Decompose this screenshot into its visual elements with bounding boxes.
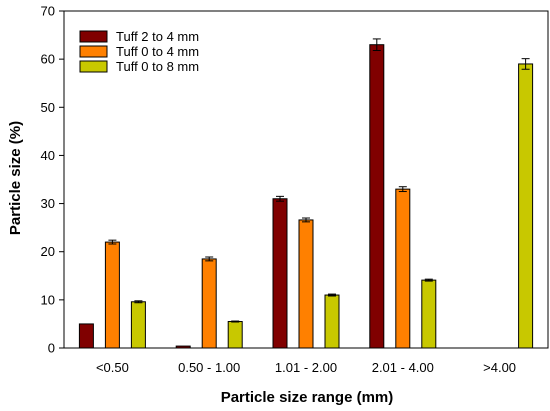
legend-swatch (79, 30, 108, 43)
bar (272, 198, 288, 349)
bar (104, 241, 120, 349)
y-tick-label: 10 (41, 292, 55, 307)
y-tick-label: 30 (41, 196, 55, 211)
legend-label: Tuff 0 to 4 mm (116, 44, 199, 59)
y-tick-label: 0 (48, 341, 55, 356)
y-tick-label: 50 (41, 100, 55, 115)
y-tick-label: 20 (41, 244, 55, 259)
bar (227, 321, 243, 349)
axes: 0 10 20 30 40 50 60 70 <0.50 0.50 - 1.00 1.01 - 2.… (41, 4, 517, 376)
y-tick-label: 40 (41, 148, 55, 163)
legend-swatch (79, 45, 108, 58)
x-tick-label: 0.50 - 1.00 (178, 360, 240, 375)
bar (395, 188, 411, 349)
bar (78, 323, 94, 349)
bar (421, 279, 437, 349)
legend-label: Tuff 2 to 4 mm (116, 29, 199, 44)
legend-label: Tuff 0 to 8 mm (116, 59, 199, 74)
bar (175, 345, 191, 349)
legend-swatch (79, 60, 108, 73)
x-tick-label: 2.01 - 4.00 (372, 360, 434, 375)
y-tick-label: 70 (41, 4, 55, 19)
bar (518, 63, 534, 349)
bar (324, 294, 340, 349)
bar (130, 301, 146, 349)
y-tick-label: 60 (41, 52, 55, 67)
bars (78, 38, 534, 349)
bar (369, 44, 385, 349)
bar (298, 219, 314, 349)
x-tick-label: 1.01 - 2.00 (275, 360, 337, 375)
y-axis-title: Particle size (%) (7, 121, 24, 235)
x-tick-label: >4.00 (483, 360, 516, 375)
x-tick-label: <0.50 (96, 360, 129, 375)
bar (201, 258, 217, 349)
x-axis-title: Particle size range (mm) (221, 389, 394, 406)
